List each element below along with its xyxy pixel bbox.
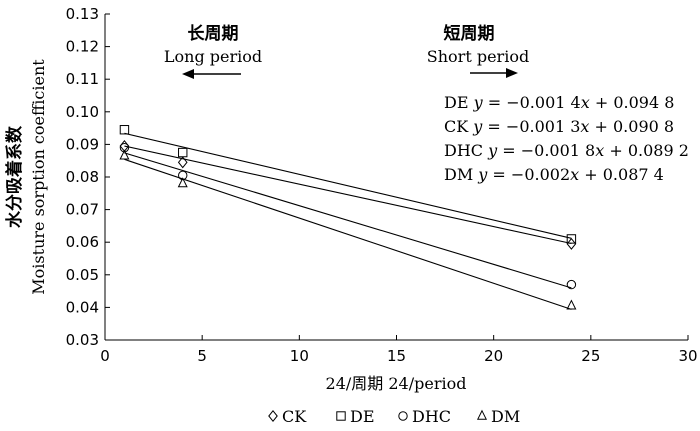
equation-dm: DM y = −0.002x + 0.087 4 xyxy=(444,165,664,184)
fit-line-de xyxy=(124,132,572,239)
point-de xyxy=(119,125,130,135)
fit-line-dm xyxy=(124,158,572,310)
legend-marker-de xyxy=(336,411,346,421)
y-tick-label: 0.10 xyxy=(66,103,99,121)
point-dm xyxy=(177,177,188,188)
x-tick-label: 0 xyxy=(100,347,110,365)
arrow-right-icon xyxy=(470,68,518,78)
y-tick-label: 0.12 xyxy=(66,38,99,56)
point-de xyxy=(178,147,188,158)
legend-label-de: DE xyxy=(350,407,375,426)
x-axis-title: 24/周期 24/period xyxy=(326,374,467,393)
equation-ck: CK y = −0.001 3x + 0.090 8 xyxy=(444,117,674,136)
point-ck xyxy=(177,156,188,169)
y-tick-label: 0.08 xyxy=(66,168,99,186)
equation-dhc: DHC y = −0.001 8x + 0.089 2 xyxy=(444,141,689,160)
legend-label-dm: DM xyxy=(491,407,520,426)
point-ck xyxy=(566,237,577,250)
axis-ticks: 0.03 0.04 0.05 0.06 0.07 0.08 0.09 0.10 0.11 0.12… xyxy=(66,5,698,365)
fit-equations: DE y = −0.001 4x + 0.094 8 CK y = −0.001 … xyxy=(444,93,689,184)
x-tick-label: 25 xyxy=(581,347,600,365)
fit-line-ck xyxy=(124,145,572,245)
y-tick-label: 0.04 xyxy=(66,298,99,316)
legend-marker-dm xyxy=(476,409,488,420)
data-points xyxy=(119,125,577,310)
point-dhc xyxy=(566,279,577,290)
fit-line-dhc xyxy=(124,152,572,289)
legend-label-dhc: DHC xyxy=(412,407,451,426)
point-dm xyxy=(566,299,577,310)
annotation-short-en: Short period xyxy=(427,47,529,66)
y-tick-label: 0.09 xyxy=(66,135,99,153)
point-dhc xyxy=(178,170,188,181)
annotation-short-cn: 短周期 xyxy=(444,23,495,44)
y-axis-title-en: Moisture sorption coefficient xyxy=(29,59,48,295)
y-tick-label: 0.05 xyxy=(66,266,99,284)
legend-marker-dhc xyxy=(398,411,408,421)
x-tick-label: 15 xyxy=(387,347,406,365)
fit-lines xyxy=(124,132,572,310)
point-de xyxy=(566,234,577,244)
x-tick-label: 10 xyxy=(290,347,309,365)
legend-marker-ck xyxy=(268,410,278,422)
y-tick-label: 0.03 xyxy=(66,331,99,349)
annotation-long-en: Long period xyxy=(164,47,262,66)
equation-de: DE y = −0.001 4x + 0.094 8 xyxy=(444,93,674,112)
annotation-long-cn: 长周期 xyxy=(188,23,239,44)
arrow-left-icon xyxy=(182,69,241,79)
y-tick-label: 0.11 xyxy=(66,70,99,88)
point-dm xyxy=(119,149,130,160)
x-tick-label: 5 xyxy=(197,347,207,365)
y-tick-label: 0.06 xyxy=(66,233,99,251)
legend-label-ck: CK xyxy=(282,407,307,426)
point-dhc xyxy=(119,142,130,153)
y-axis-title-cn: 水分吸着系数 xyxy=(4,125,25,228)
x-tick-label: 20 xyxy=(484,347,503,365)
y-tick-label: 0.13 xyxy=(66,5,99,23)
x-tick-label: 30 xyxy=(678,347,697,365)
legend: CK DE DHC DM xyxy=(268,407,520,426)
y-tick-label: 0.07 xyxy=(66,201,99,219)
